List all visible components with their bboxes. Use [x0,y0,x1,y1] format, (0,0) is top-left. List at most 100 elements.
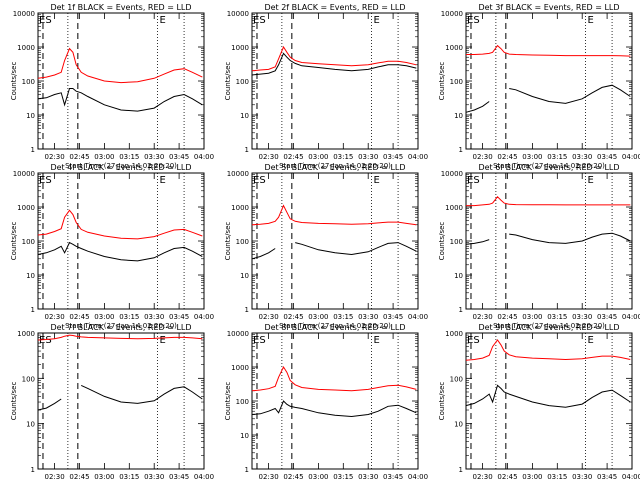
end-marker-label: E [160,15,166,26]
start-marker-label: ES [467,335,480,346]
x-tick-label: 03:45 [383,313,403,321]
y-tick-label: 1 [459,466,463,474]
x-tick-label: 03:15 [119,153,139,161]
plot-frame [251,12,419,150]
x-tick-label: 03:30 [572,153,592,161]
x-tick-label: 02:30 [259,153,279,161]
series-line-events [509,84,631,104]
plot-frame [37,12,205,150]
x-tick-label: 04:00 [408,153,428,161]
y-tick-label: 10000 [441,10,463,18]
series-line-lld [465,339,631,361]
x-tick-label: 04:00 [622,153,640,161]
start-marker-label: ES [467,15,480,26]
x-tick-label: 03:00 [94,313,114,321]
y-tick-label: 10000 [227,10,249,18]
y-tick-label: 100 [450,238,463,246]
start-marker-label: ES [253,335,266,346]
plot-frame [465,172,633,310]
x-axis-label: Start Time (27-Jan-14 02:20:20) [493,162,605,170]
x-tick-label: 02:45 [69,473,89,480]
x-axis-label: Start Time (27-Jan-14 02:20:20) [493,322,605,330]
start-marker-label: ES [253,15,266,26]
panel-det-7: Det 7f BLACK = Events, RED = LLD 1 10 100 10… [10,323,214,480]
y-tick-label: 1 [31,146,35,154]
x-tick-label: 03:15 [333,153,353,161]
y-tick-label: 100 [236,398,249,406]
y-tick-label: 1 [245,306,249,314]
end-marker-label: E [374,175,380,186]
series-line-events [37,88,203,112]
y-tick-label: 10 [240,112,249,120]
panel-title: Det 7f BLACK = Events, RED = LLD [50,323,191,332]
y-axis-label: Counts/sec [438,62,446,101]
y-tick-label: 10 [26,112,35,120]
y-tick-label: 1000 [17,330,35,338]
y-tick-label: 1 [31,466,35,474]
x-tick-label: 03:00 [94,153,114,161]
panel-det-5: Det 5f BLACK = Events, RED = LLD 1 10 100 10… [224,163,428,330]
panel-det-9: Det 9f BLACK = Events, RED = LLD 1 10 100 10… [438,323,640,480]
x-tick-label: 03:30 [144,313,164,321]
y-tick-label: 1 [31,306,35,314]
y-tick-label: 10000 [227,330,249,338]
x-tick-label: 02:30 [45,313,65,321]
x-tick-label: 03:45 [169,473,189,480]
x-tick-label: 03:30 [572,473,592,480]
x-tick-label: 03:30 [358,313,378,321]
x-tick-label: 02:30 [473,313,493,321]
start-marker-label: ES [39,175,52,186]
x-tick-label: 03:00 [522,473,542,480]
x-tick-label: 02:45 [69,313,89,321]
y-tick-label: 1 [459,146,463,154]
series-line-events [465,384,631,408]
y-axis-label: Counts/sec [10,382,18,421]
x-tick-label: 02:45 [497,153,517,161]
x-tick-label: 02:45 [283,473,303,480]
y-tick-label: 1000 [445,44,463,52]
series-line-events [465,101,490,113]
y-tick-label: 100 [22,78,35,86]
panel-det-2: Det 2f BLACK = Events, RED = LLD 1 10 100 10… [224,3,428,170]
series-line-lld [37,47,203,84]
x-tick-label: 03:15 [547,313,567,321]
panel-title: Det 5f BLACK = Events, RED = LLD [264,163,405,172]
end-marker-label: E [160,175,166,186]
y-tick-label: 100 [450,78,463,86]
start-marker-label: ES [39,335,52,346]
series-line-lld [251,365,417,392]
series-line-events [295,242,417,256]
x-tick-label: 03:45 [383,153,403,161]
panel-title: Det 1f BLACK = Events, RED = LLD [50,3,191,12]
series-line-events [37,398,62,411]
x-tick-label: 03:45 [169,153,189,161]
y-axis-label: Counts/sec [224,62,232,101]
x-tick-label: 02:30 [259,313,279,321]
y-tick-label: 100 [236,78,249,86]
x-tick-label: 04:00 [194,313,214,321]
x-tick-label: 03:15 [333,473,353,480]
series-line-lld [37,334,203,341]
y-tick-label: 100 [22,238,35,246]
end-marker-label: E [160,335,166,346]
x-tick-label: 04:00 [622,473,640,480]
panel-title: Det 2f BLACK = Events, RED = LLD [264,3,405,12]
x-tick-label: 03:30 [358,153,378,161]
x-tick-label: 04:00 [622,313,640,321]
y-tick-label: 10000 [441,170,463,178]
x-tick-label: 04:00 [408,313,428,321]
x-tick-label: 04:00 [408,473,428,480]
y-axis-label: Counts/sec [224,382,232,421]
start-marker-label: ES [467,175,480,186]
x-axis-label: Start Time (27-Jan-14 02:20:20) [279,322,391,330]
x-tick-label: 03:00 [308,153,328,161]
y-tick-label: 10000 [13,170,35,178]
panel-det-4: Det 4f BLACK = Events, RED = LLD 1 10 100 10… [10,163,214,330]
plot-frame [465,12,633,150]
x-tick-label: 02:30 [473,473,493,480]
x-tick-label: 03:30 [572,313,592,321]
x-tick-label: 03:15 [119,313,139,321]
y-tick-label: 1000 [231,204,249,212]
y-tick-label: 1000 [231,44,249,52]
y-tick-label: 100 [22,375,35,383]
